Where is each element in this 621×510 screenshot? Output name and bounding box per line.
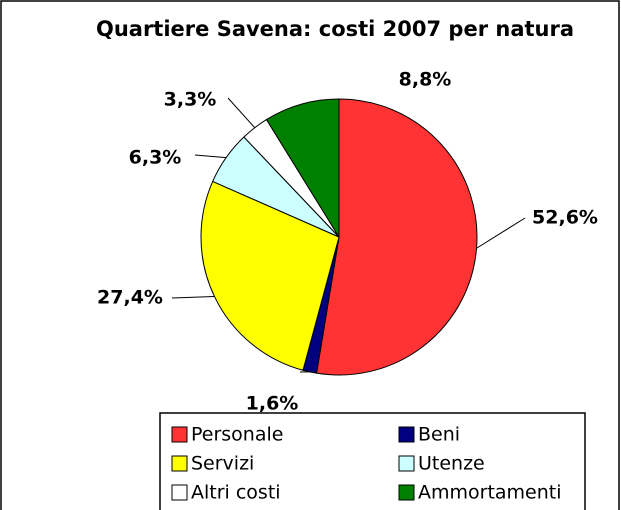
leader-line bbox=[194, 154, 227, 159]
legend-swatch bbox=[171, 455, 188, 472]
leader-line bbox=[171, 296, 215, 299]
data-label: 52,6% bbox=[532, 207, 598, 229]
data-label: 6,3% bbox=[129, 147, 182, 169]
data-label: 8,8% bbox=[399, 69, 452, 91]
legend-swatch bbox=[398, 455, 415, 472]
legend-label: Servizi bbox=[191, 453, 254, 475]
chart-title: Quartiere Savena: costi 2007 per natura bbox=[95, 17, 575, 41]
legend-swatch bbox=[171, 484, 188, 501]
legend-swatch bbox=[398, 426, 415, 443]
data-label: 1,6% bbox=[246, 393, 299, 415]
data-label: 27,4% bbox=[97, 287, 163, 309]
legend-box bbox=[159, 412, 586, 510]
pie-slice bbox=[200, 180, 340, 371]
legend-label: Beni bbox=[418, 424, 460, 446]
legend-label: Altri costi bbox=[191, 482, 281, 504]
pie-slice bbox=[265, 98, 340, 239]
pie-slice bbox=[315, 98, 478, 376]
legend-swatch bbox=[398, 484, 415, 501]
data-label: 3,3% bbox=[164, 89, 217, 111]
legend-label: Personale bbox=[191, 424, 283, 446]
legend-label: Utenze bbox=[418, 453, 485, 475]
leader-line bbox=[476, 217, 526, 249]
legend-label: Ammortamenti bbox=[418, 482, 562, 504]
leader-line bbox=[227, 97, 256, 129]
legend-swatch bbox=[171, 426, 188, 443]
